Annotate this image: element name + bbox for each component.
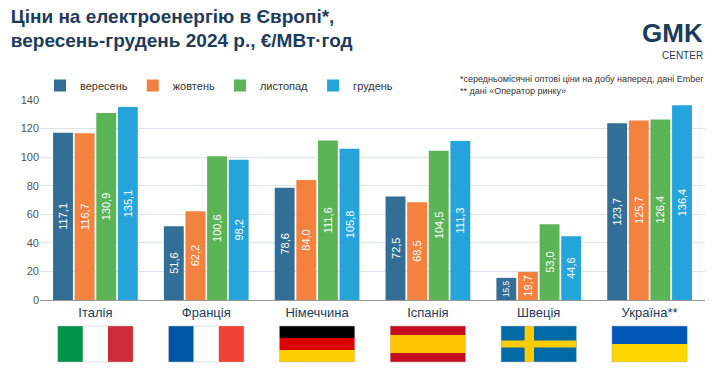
svg-text:84,0: 84,0: [300, 229, 312, 250]
svg-text:грудень: грудень: [353, 80, 393, 92]
svg-text:51,6: 51,6: [168, 252, 180, 273]
svg-text:126,4: 126,4: [654, 196, 666, 224]
svg-text:Україна**: Україна**: [622, 305, 678, 320]
svg-text:100,6: 100,6: [211, 214, 223, 242]
svg-text:72,5: 72,5: [390, 238, 402, 259]
svg-text:123,7: 123,7: [611, 198, 623, 226]
svg-text:116,7: 116,7: [79, 203, 91, 230]
svg-text:111,6: 111,6: [322, 207, 334, 233]
svg-text:120: 120: [21, 122, 39, 134]
svg-text:136,4: 136,4: [676, 189, 688, 217]
svg-text:60: 60: [27, 208, 39, 220]
svg-text:листопад: листопад: [260, 80, 308, 92]
svg-text:15,5: 15,5: [502, 280, 511, 296]
svg-text:111,3: 111,3: [454, 208, 466, 234]
svg-text:Ціни на електроенергію в Європ: Ціни на електроенергію в Європі*,вересен…: [11, 6, 353, 52]
svg-text:80: 80: [27, 180, 39, 192]
svg-text:44,6: 44,6: [565, 257, 577, 278]
svg-text:вересень: вересень: [80, 80, 128, 92]
svg-text:Італія: Італія: [78, 305, 112, 320]
svg-text:98,2: 98,2: [233, 219, 245, 240]
svg-text:Іспанія: Іспанія: [407, 305, 449, 320]
svg-text:жовтень: жовтень: [173, 80, 215, 92]
svg-text:GMK: GMK: [642, 18, 703, 48]
svg-text:78,6: 78,6: [279, 233, 291, 254]
svg-text:53,0: 53,0: [544, 251, 556, 272]
svg-text:20: 20: [27, 265, 39, 277]
svg-text:105,8: 105,8: [344, 211, 356, 239]
svg-text:19,7: 19,7: [522, 275, 534, 296]
svg-text:104,5: 104,5: [433, 212, 445, 240]
svg-text:Німеччина: Німеччина: [285, 305, 349, 320]
svg-text:40: 40: [27, 237, 39, 249]
svg-text:Швеція: Швеція: [517, 305, 560, 320]
svg-text:CENTER: CENTER: [662, 50, 703, 61]
svg-text:130,9: 130,9: [100, 193, 112, 221]
svg-text:68,5: 68,5: [411, 240, 423, 261]
svg-text:0: 0: [33, 294, 39, 306]
svg-text:*середньомісячні оптові ціни н: *середньомісячні оптові ціни на добу нап…: [460, 74, 703, 96]
svg-text:100: 100: [21, 151, 39, 163]
svg-text:117,1: 117,1: [57, 203, 69, 230]
svg-text:62,2: 62,2: [189, 245, 201, 266]
svg-text:125,7: 125,7: [633, 196, 645, 224]
svg-text:135,1: 135,1: [122, 190, 134, 218]
svg-text:Франція: Франція: [182, 305, 231, 320]
svg-text:140: 140: [21, 94, 39, 106]
